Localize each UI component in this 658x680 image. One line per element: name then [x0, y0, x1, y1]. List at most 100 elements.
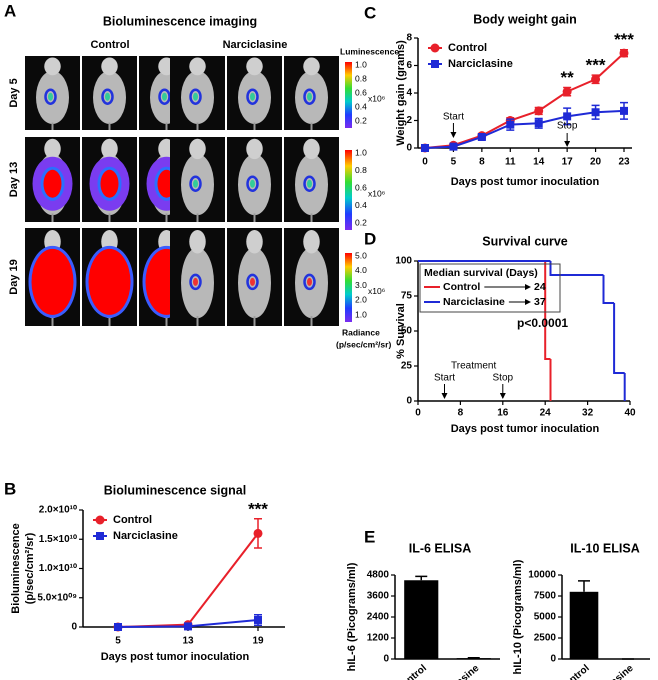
- y-axis-label: hIL-6 (Picograms/ml): [346, 562, 358, 671]
- signal: [48, 92, 53, 101]
- y-tick-label: 7500: [534, 591, 557, 602]
- signal: [303, 273, 316, 291]
- marker: [620, 106, 628, 115]
- mouse-head: [246, 57, 263, 76]
- error-bar: [578, 580, 590, 592]
- panel-label: B: [4, 479, 16, 498]
- event-label: Treatment: [451, 361, 496, 372]
- marker: [421, 144, 429, 152]
- colorbar-tick: 3.0: [355, 280, 367, 290]
- annotation: p<0.0001: [517, 316, 568, 330]
- y-axis-label: hIL-10 (Picograms/ml): [512, 559, 524, 674]
- mouse-head: [101, 57, 118, 76]
- x-tick-label: 16: [497, 408, 509, 419]
- colorbar-tick: 1.0: [355, 147, 367, 157]
- y-tick-label: 25: [401, 361, 413, 372]
- marker: [254, 615, 262, 624]
- marker: [534, 106, 544, 116]
- signal: [193, 179, 198, 188]
- colorbar: [345, 253, 352, 322]
- y-tick-label: 100: [395, 256, 412, 267]
- signal: [43, 169, 62, 198]
- significance: ***: [614, 30, 634, 49]
- mouse-head: [189, 57, 206, 76]
- event-label: Start: [434, 373, 455, 384]
- x-tick-label: 5: [115, 636, 121, 647]
- y-tick-label: 3600: [367, 591, 390, 602]
- legend-label: Narciclasine: [448, 58, 513, 70]
- x-tick-label: 5: [451, 157, 457, 168]
- x-tick-label: 23: [618, 157, 630, 168]
- y-tick-label: 8: [406, 33, 412, 44]
- x-tick-label: 24: [540, 408, 552, 419]
- mouse-head: [246, 229, 263, 254]
- mouse-head: [189, 138, 206, 160]
- signal: [100, 169, 119, 198]
- survival-step: [544, 261, 551, 360]
- x-tick-label: 17: [562, 157, 574, 168]
- marker: [619, 48, 629, 58]
- colorbar-tick: 0.4: [355, 101, 367, 111]
- x-tick-label: 20: [590, 157, 602, 168]
- bar: [456, 658, 491, 659]
- colorbar-tick: 2.0: [355, 295, 367, 305]
- x-tick-label: 13: [182, 636, 194, 647]
- legend-marker: [95, 515, 105, 525]
- signal: [246, 273, 259, 291]
- colorbar-footer: (p/sec/cm²/sr): [336, 339, 391, 349]
- signal: [189, 88, 202, 105]
- mouse-head: [101, 138, 118, 160]
- x-axis-label: Days post tumor inoculation: [451, 176, 600, 188]
- signal: [31, 248, 74, 315]
- significance: ***: [248, 499, 268, 518]
- y-tick-label: 75: [401, 291, 413, 302]
- significance: **: [561, 68, 575, 87]
- marker: [534, 119, 543, 128]
- group-label: Narciclasine: [223, 39, 288, 51]
- colorbar-multiplier: x10⁶: [368, 188, 385, 198]
- marker: [591, 74, 601, 84]
- series-line: [117, 532, 259, 628]
- colorbar-multiplier: x10⁶: [368, 286, 385, 296]
- y-tick-label: 1.0×10¹⁰: [39, 563, 77, 574]
- marker: [506, 120, 515, 129]
- event-label: Stop: [557, 121, 578, 132]
- panel-label: E: [364, 527, 375, 546]
- y-axis-label: % Survival: [395, 303, 407, 359]
- panel-label: D: [364, 229, 376, 248]
- chart-title: Body weight gain: [473, 12, 576, 26]
- signal: [88, 248, 131, 315]
- signal: [303, 88, 316, 105]
- y-axis-label: Weight gain (grams): [395, 40, 407, 146]
- legend-label: Narciclasine: [443, 296, 505, 308]
- signal: [250, 179, 255, 188]
- marker: [477, 133, 486, 141]
- day-label: Day 19: [8, 259, 20, 294]
- signal: [189, 175, 202, 192]
- signal: [189, 273, 202, 291]
- chart-title: Survival curve: [482, 234, 568, 248]
- legend-label: Control: [443, 281, 480, 293]
- x-axis-label: Days post tumor inoculation: [451, 423, 600, 435]
- legend-median: 24: [534, 281, 546, 293]
- y-tick-label: 2500: [534, 633, 557, 644]
- y-tick-label: 1.5×10¹⁰: [39, 534, 77, 545]
- colorbar-tick: 0.4: [355, 200, 367, 210]
- colorbar-footer: Radiance: [342, 327, 380, 337]
- marker: [591, 108, 600, 117]
- y-axis-label: Bioluminescence: [10, 523, 22, 613]
- marker: [562, 87, 572, 97]
- signal: [105, 92, 110, 101]
- legend-label: Narciclasine: [113, 530, 178, 542]
- bar: [569, 591, 599, 659]
- colorbar-tick: 5.0: [355, 250, 367, 260]
- y-tick-label: 1200: [367, 633, 390, 644]
- x-tick-label: 8: [479, 157, 485, 168]
- legend-marker: [431, 60, 439, 68]
- chart-title: IL-6 ELISA: [409, 541, 472, 555]
- colorbar-header: Luminescence: [340, 46, 399, 56]
- bar: [404, 580, 439, 659]
- x-tick-label: 19: [252, 636, 264, 647]
- chart-title: IL-10 ELISA: [570, 541, 639, 555]
